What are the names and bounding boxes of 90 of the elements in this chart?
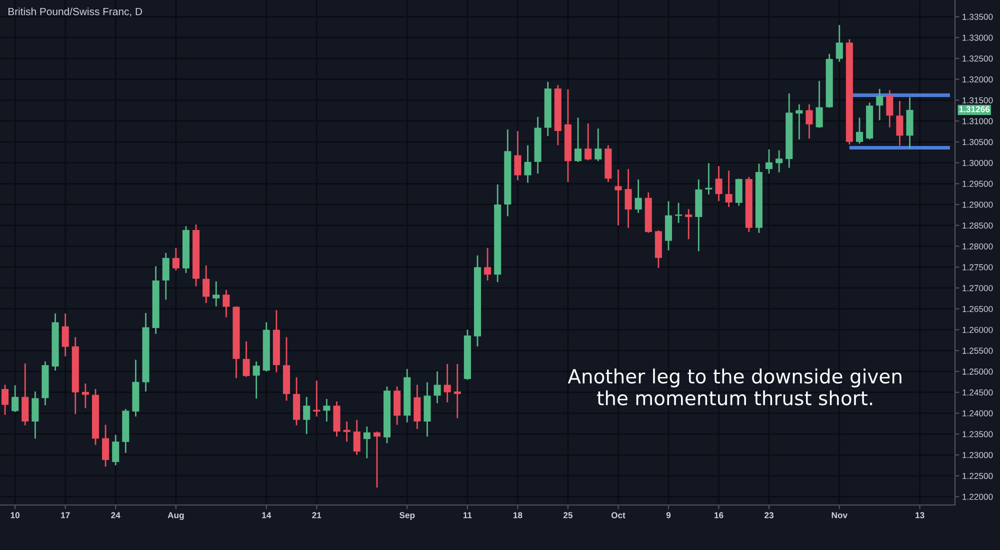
- y-tick-label: 1.23000: [962, 452, 993, 458]
- candlestick: [675, 202, 682, 224]
- candlestick: [2, 384, 9, 416]
- y-tick-label: 1.26000: [962, 326, 993, 333]
- candlestick: [32, 390, 39, 440]
- candlestick: [363, 426, 370, 459]
- candlestick: [735, 178, 742, 206]
- x-tick-label: 23: [764, 512, 774, 518]
- candlestick: [454, 363, 461, 419]
- annotation: Another leg to the downside given the momentum thrust short.: [568, 368, 902, 406]
- candlestick: [524, 144, 532, 184]
- y-tick-label: 1.32000: [962, 76, 993, 82]
- candlestick: [82, 382, 89, 409]
- y-tick-label: 1.33500: [962, 14, 993, 20]
- y-tick-label: 1.28500: [962, 222, 993, 229]
- candlestick: [836, 24, 843, 62]
- candlestick: [303, 396, 310, 435]
- candlestick: [584, 122, 592, 161]
- candlestick: [484, 247, 492, 282]
- candlestick: [886, 89, 894, 128]
- candlestick: [202, 264, 210, 304]
- candlestick: [796, 104, 803, 140]
- x-tick-label: Sep: [399, 512, 415, 520]
- candlestick: [574, 117, 582, 163]
- candlestick: [896, 100, 904, 146]
- x-tick-label: 11: [463, 512, 472, 518]
- x-tick-label: Aug: [168, 512, 184, 520]
- x-tick-label: Oct: [611, 512, 626, 518]
- candlestick: [62, 312, 69, 358]
- x-tick-label: 18: [513, 512, 522, 518]
- candlestick: [162, 252, 170, 300]
- candlestick: [594, 128, 602, 162]
- y-tick-label: 1.33000: [962, 34, 993, 41]
- text: British Pound/Swiss Franc, D: [8, 8, 142, 16]
- x-tick-label: 10: [10, 512, 20, 518]
- candlestick: [434, 370, 441, 404]
- y-tick-label: 1.27500: [962, 264, 993, 270]
- candlestick: [212, 280, 220, 308]
- y-tick-label: 1.29000: [962, 202, 993, 208]
- x-tick-label: 9: [666, 512, 671, 518]
- y-tick-label: 1.32500: [962, 56, 993, 62]
- candlestick: [252, 360, 260, 400]
- y-tick-label: 1.25000: [962, 368, 993, 375]
- candlestick: [776, 150, 783, 174]
- candlestick: [222, 289, 230, 318]
- y-tick-label: 1.31500: [962, 97, 993, 104]
- y-tick-label: 1.23500: [962, 431, 993, 438]
- candlestick: [876, 88, 884, 121]
- x-tick-label: Nov: [832, 512, 848, 518]
- candlestick: [614, 168, 622, 226]
- y-tick-label: 1.31000: [962, 118, 993, 124]
- candlestick: [685, 208, 692, 240]
- x-tick-label: 25: [563, 512, 573, 518]
- x-tick-label: 24: [111, 512, 120, 518]
- y-tick-label: 1.30000: [962, 160, 993, 166]
- x-tick-label: 13: [916, 512, 924, 518]
- candlestick: [172, 247, 180, 272]
- x-tick-label: 16: [714, 512, 724, 518]
- x-tick-label: 14: [262, 512, 272, 518]
- y-tick-label: 1.22500: [962, 472, 993, 479]
- candlestick: [766, 148, 773, 174]
- candlestick: [816, 80, 823, 128]
- candlestick: [343, 420, 350, 442]
- candlestick: [373, 430, 380, 488]
- y-tick-label: 1.24000: [962, 410, 993, 416]
- candlestick: [353, 419, 360, 456]
- candlestick: [12, 384, 19, 413]
- candlestick: [856, 117, 864, 144]
- candlestick: [725, 170, 732, 208]
- y-tick-label: 1.29500: [962, 180, 993, 187]
- candlestick: [102, 424, 110, 468]
- y-tick-label: 1.22000: [962, 494, 993, 500]
- y-tick-label: 1.25500: [962, 348, 993, 354]
- y-tick-label: 1.28000: [962, 243, 993, 250]
- candlestick: [242, 340, 250, 378]
- y-tick-label: 1.26500: [962, 306, 993, 312]
- y-tick-label: 1.27000: [962, 285, 993, 292]
- x-tick-label: 21: [312, 512, 322, 518]
- y-tick-label: 1.30500: [962, 139, 993, 146]
- candlestick: [634, 178, 642, 214]
- x-tick-label: 17: [61, 512, 70, 518]
- candlestick: [624, 168, 632, 229]
- candlestick: [514, 130, 522, 181]
- candlestick: [715, 165, 722, 202]
- annotation: 1.31266: [959, 106, 990, 112]
- candlestick: [112, 434, 120, 466]
- y-tick-label: 1.24500: [962, 389, 993, 396]
- candlestick: [323, 398, 330, 422]
- candlestick: [444, 363, 451, 404]
- candlestick: [806, 104, 813, 140]
